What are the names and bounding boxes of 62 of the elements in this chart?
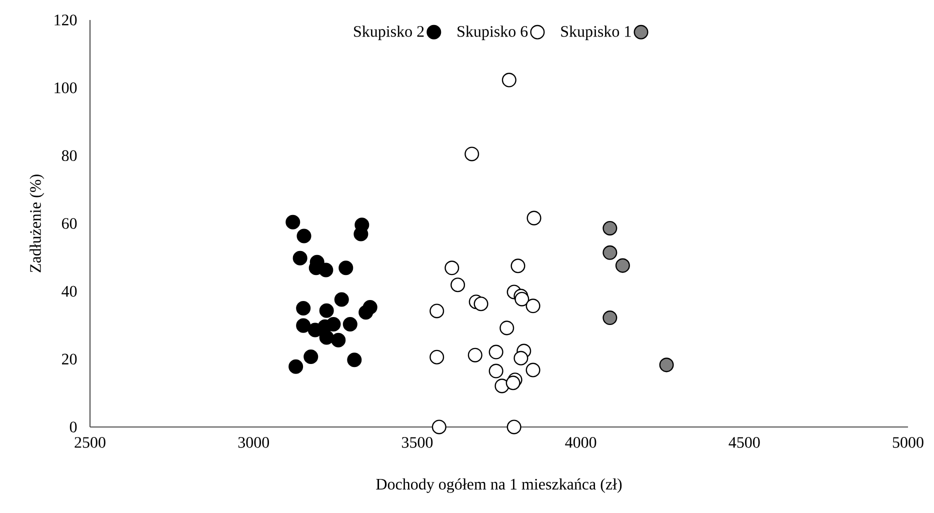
point [430,304,444,318]
point [331,332,346,348]
point [292,250,308,266]
point [296,301,311,316]
y-tick-label: 80 [62,150,77,162]
point [602,310,618,326]
y-tick-label: 60 [62,218,77,229]
point [464,146,480,162]
point [526,298,540,314]
point [500,320,514,336]
point [304,350,318,364]
point [602,245,618,260]
y-tick-label: 100 [54,82,77,94]
x-tick-label: 3500 [402,437,433,448]
point [494,378,510,394]
point [354,226,368,242]
point [358,305,374,320]
y-axis-title: Zadłużenie (%) [30,174,44,272]
point [526,362,540,378]
point [432,420,446,434]
point [319,303,334,318]
point [514,350,528,366]
point [450,278,466,292]
point [288,359,304,374]
point [286,214,300,230]
point [296,318,311,333]
x-tick-label: 4000 [565,437,596,448]
x-tick-label: 5000 [892,437,924,448]
y-tick-label: 40 [62,286,77,297]
x-tick-label: 3000 [238,437,269,448]
legend-label: Skupisko 1 [561,26,631,40]
point [444,260,460,276]
legend-label: Skupisko 6 [458,26,528,40]
point [659,358,674,372]
point [615,258,630,273]
point [602,220,618,236]
point [526,210,542,226]
x-tick-label: 2500 [74,437,106,448]
point [430,350,444,364]
y-tick-label: 20 [62,354,77,365]
point [488,344,504,360]
legend-label: Skupisko 2 [354,26,424,40]
point [326,316,341,332]
point [318,262,334,278]
point [296,228,312,244]
y-tick-label: 0 [70,422,77,432]
point [319,330,334,345]
point [514,292,530,306]
y-tick-label: 120 [54,14,77,26]
point [488,364,504,378]
point [506,420,522,434]
point [474,296,488,312]
point [468,348,482,362]
x-tick-label: 4500 [728,437,760,448]
point [342,316,358,332]
point [347,352,362,368]
point [338,260,354,276]
point [334,292,349,307]
point [502,72,516,88]
point [506,376,520,390]
point [510,258,526,274]
x-axis-title: Dochody ogółem na 1 mieszkańca (zł) [376,478,622,493]
